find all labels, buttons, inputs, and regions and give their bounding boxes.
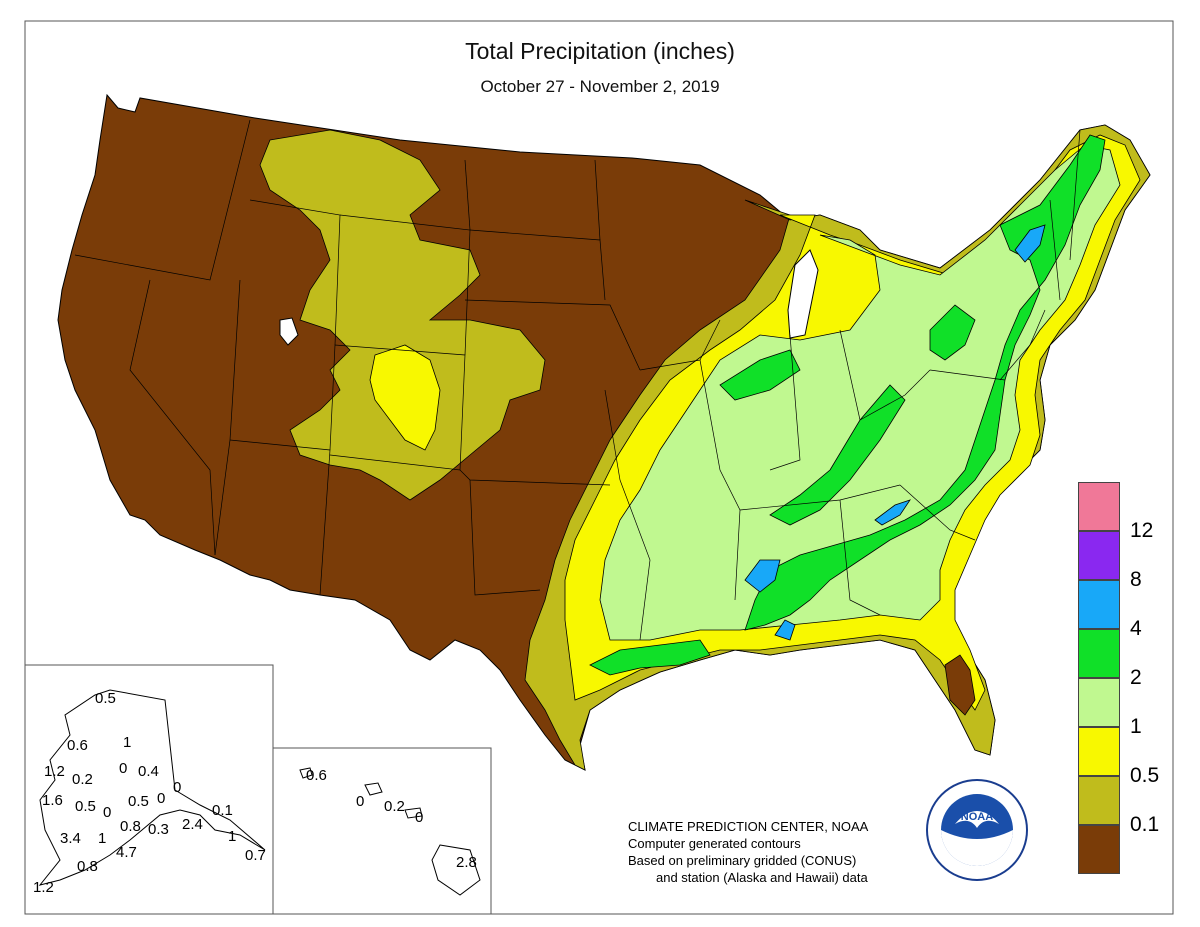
legend-label-1: 1: [1130, 715, 1142, 738]
ak-station-label: 0: [103, 804, 111, 821]
map-border: [24, 20, 1174, 915]
ak-station-label: 0.8: [120, 818, 141, 835]
legend-swatch: [1078, 678, 1120, 727]
ak-station-label: 1: [98, 830, 106, 847]
ak-station-label: 0.1: [212, 802, 233, 819]
ak-station-label: 1.2: [33, 879, 54, 896]
legend-swatch: [1078, 531, 1120, 580]
map-subtitle: October 27 - November 2, 2019: [480, 77, 720, 96]
ak-station-label: 0.5: [95, 690, 116, 707]
lake-michigan: [787, 249, 819, 339]
ak-station-label: 0.7: [245, 847, 266, 864]
hi-station-label: 0: [415, 809, 423, 826]
legend-swatch: [1078, 482, 1120, 531]
zone-yellow-colorado: [369, 344, 441, 451]
zone-blue-louisiana: [774, 619, 796, 641]
legend-label-8: 8: [1130, 568, 1142, 591]
ak-station-label: 0.3: [148, 821, 169, 838]
ak-station-label: 4.7: [116, 844, 137, 861]
ak-station-label: 0: [119, 760, 127, 777]
noaa-logo-icon: NOAA: [926, 779, 1028, 881]
ak-station-label: 1: [228, 828, 236, 845]
zone-blue-mississippi: [744, 559, 781, 593]
credit-line-2: Computer generated contours: [628, 836, 801, 851]
hi-station-label: 2.8: [456, 854, 477, 871]
zone-blue-vermont: [1014, 224, 1046, 263]
zone-brown-florida: [944, 654, 976, 716]
ak-station-label: 3.4: [60, 830, 81, 847]
hi-station-label: 0.6: [306, 767, 327, 784]
ak-station-label: 0: [157, 790, 165, 807]
legend-label-2: 2: [1130, 666, 1142, 689]
alaska-inset: [24, 664, 274, 915]
ak-station-label: 0.6: [67, 737, 88, 754]
legend-label-0-1: 0.1: [1130, 813, 1160, 836]
zone-green-gulf: [589, 639, 711, 676]
ak-station-label: 0.8: [77, 858, 98, 875]
alaska-station-labels: 0.5 0.6 1 1.2 0.2 0 0.4 0 1.6 0.5 0 0.5 …: [33, 690, 266, 896]
credit-line-1: CLIMATE PREDICTION CENTER, NOAA: [628, 819, 869, 834]
zone-olive-north: [259, 129, 546, 501]
ak-station-label: 0.4: [138, 763, 159, 780]
credit-line-3: Based on preliminary gridded (CONUS): [628, 853, 857, 868]
ak-station-label: 1.2: [44, 763, 65, 780]
state-boundaries: [74, 119, 1081, 641]
hi-station-label: 0: [356, 793, 364, 810]
hi-station-label: 0.2: [384, 798, 405, 815]
map-title: Total Precipitation (inches): [465, 38, 735, 64]
legend-swatch: [1078, 629, 1120, 678]
legend-swatch: [1078, 727, 1120, 776]
zone-blue-tennessee: [874, 499, 911, 526]
ak-station-label: 0.5: [75, 798, 96, 815]
legend-label-12: 12: [1130, 519, 1154, 542]
legend-label-4: 4: [1130, 617, 1142, 640]
legend-label-0-5: 0.5: [1130, 764, 1160, 787]
ak-station-label: 0.2: [72, 771, 93, 788]
noaa-logo-text: NOAA: [961, 811, 993, 823]
zone-green-ohio: [769, 384, 906, 526]
ak-station-label: 2.4: [182, 816, 203, 833]
ak-station-label: 0.5: [128, 793, 149, 810]
zone-green-indiana: [719, 349, 801, 401]
ak-station-label: 0: [173, 779, 181, 796]
ak-station-label: 1: [123, 734, 131, 751]
zone-green-virginia: [929, 304, 976, 361]
credit-line-4: and station (Alaska and Hawaii) data: [656, 870, 868, 885]
hawaii-station-labels: 0.6 0 0.2 0 2.8: [306, 767, 477, 871]
credit-block: CLIMATE PREDICTION CENTER, NOAA Computer…: [628, 818, 868, 886]
ak-station-label: 1.6: [42, 792, 63, 809]
hawaii-inset: [272, 747, 492, 915]
great-salt-lake: [279, 317, 299, 346]
legend-swatch: [1078, 776, 1120, 825]
legend-swatch: [1078, 825, 1120, 874]
legend-swatch: [1078, 580, 1120, 629]
